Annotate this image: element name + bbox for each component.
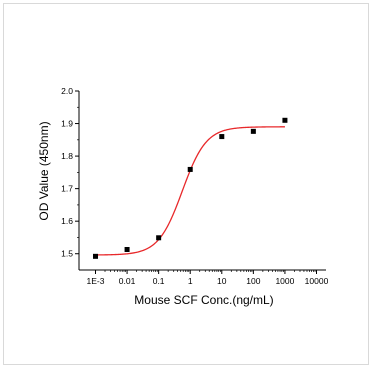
fit-curve [95,126,285,256]
y-tick-label: 1.8 [61,151,73,161]
y-tick-label: 1.5 [61,249,73,259]
x-tick-label: 1E-3 [87,276,105,286]
data-point [156,235,162,241]
y-tick-label: 1.7 [61,184,73,194]
x-tick-label: 0.1 [153,276,165,286]
x-tick-label: 10 [217,276,227,286]
data-point [250,128,256,134]
x-axis-title: Mouse SCF Conc.(ng/mL) [134,293,273,307]
y-tick-label: 1.9 [61,119,73,129]
x-tick-label: 10000 [305,276,329,286]
x-tick-label: 1000 [275,276,294,286]
x-tick-label: 0.01 [119,276,136,286]
y-tick-label: 1.6 [61,216,73,226]
data-point [124,246,130,252]
y-axis-title: OD Value (450nm) [37,121,51,220]
x-tick-label: 100 [246,276,260,286]
x-tick-label: 1 [188,276,193,286]
data-point [282,117,288,123]
chart-frame [3,3,369,365]
data-point [219,134,225,140]
axes: 1E-3 0.01 0.1 1 10 100 1000 10000 1.5 1.6 1.7 1.8 1.… [61,86,328,286]
data-point [187,166,193,172]
y-tick-label: 2.0 [61,86,73,96]
data-points [93,117,288,259]
data-point [93,253,99,259]
